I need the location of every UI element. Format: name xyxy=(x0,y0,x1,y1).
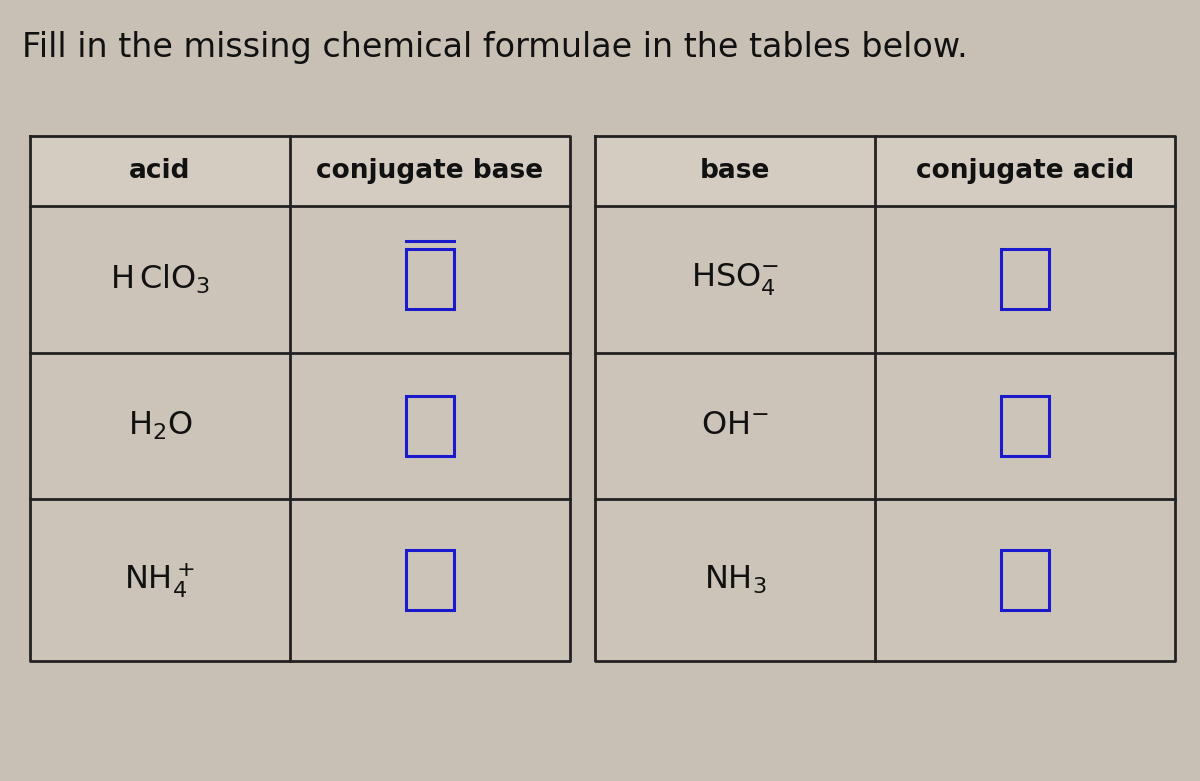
Text: $\mathregular{H_2O}$: $\mathregular{H_2O}$ xyxy=(127,410,192,442)
Bar xyxy=(595,353,875,499)
Text: conjugate base: conjugate base xyxy=(317,158,544,184)
Bar xyxy=(406,550,454,610)
Bar xyxy=(1001,249,1049,309)
Bar xyxy=(30,136,290,206)
Text: $\mathregular{OH^{-}}$: $\mathregular{OH^{-}}$ xyxy=(701,411,769,441)
Text: Fill in the missing chemical formulae in the tables below.: Fill in the missing chemical formulae in… xyxy=(22,31,967,64)
Text: $\mathregular{NH_4^+}$: $\mathregular{NH_4^+}$ xyxy=(125,560,196,600)
Bar xyxy=(875,499,1175,661)
Bar xyxy=(595,499,875,661)
Bar xyxy=(290,206,570,353)
Text: $\mathregular{H\,ClO_3}$: $\mathregular{H\,ClO_3}$ xyxy=(110,262,210,296)
Bar xyxy=(290,353,570,499)
Bar xyxy=(875,206,1175,353)
Bar xyxy=(1001,396,1049,456)
Bar xyxy=(30,499,290,661)
Text: base: base xyxy=(700,158,770,184)
Text: acid: acid xyxy=(130,158,191,184)
Text: $\mathregular{HSO_4^{-}}$: $\mathregular{HSO_4^{-}}$ xyxy=(691,262,779,298)
Bar xyxy=(1001,550,1049,610)
Bar xyxy=(595,206,875,353)
Bar xyxy=(290,136,570,206)
Bar xyxy=(290,499,570,661)
Bar xyxy=(875,353,1175,499)
Text: conjugate acid: conjugate acid xyxy=(916,158,1134,184)
Bar xyxy=(30,206,290,353)
Bar xyxy=(875,136,1175,206)
Bar xyxy=(30,353,290,499)
Bar xyxy=(406,396,454,456)
Bar xyxy=(406,249,454,309)
Text: $\mathregular{NH_3}$: $\mathregular{NH_3}$ xyxy=(703,564,767,596)
Bar xyxy=(595,136,875,206)
